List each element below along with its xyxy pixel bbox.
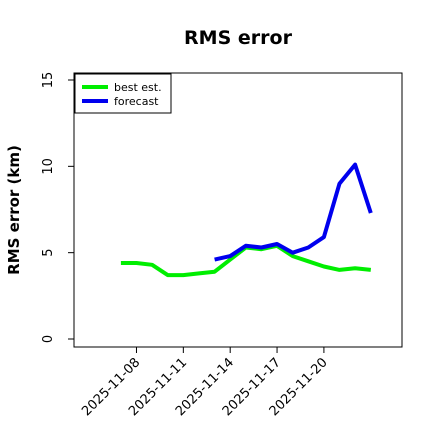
legend-label: best est. — [114, 81, 162, 94]
chart-title: RMS error — [184, 27, 293, 49]
y-axis: 0 5 10 15 — [41, 72, 74, 343]
x-axis: 2025-11-082025-11-112025-11-142025-11-17… — [79, 347, 331, 419]
legend-box — [74, 73, 172, 114]
y-axis-label: RMS error (km) — [5, 145, 23, 275]
legend: best est.forecast — [74, 73, 172, 114]
series-line-forecast — [214, 162, 373, 262]
y-tick-label: 0 — [41, 335, 56, 343]
y-tick-label: 5 — [41, 249, 56, 257]
plot-area-frame — [73, 72, 403, 348]
y-tick-label: 15 — [41, 72, 56, 89]
series-layer — [120, 162, 373, 278]
y-tick-label: 10 — [41, 158, 56, 175]
legend-label: forecast — [114, 95, 159, 108]
series-line-best-est — [120, 243, 372, 278]
